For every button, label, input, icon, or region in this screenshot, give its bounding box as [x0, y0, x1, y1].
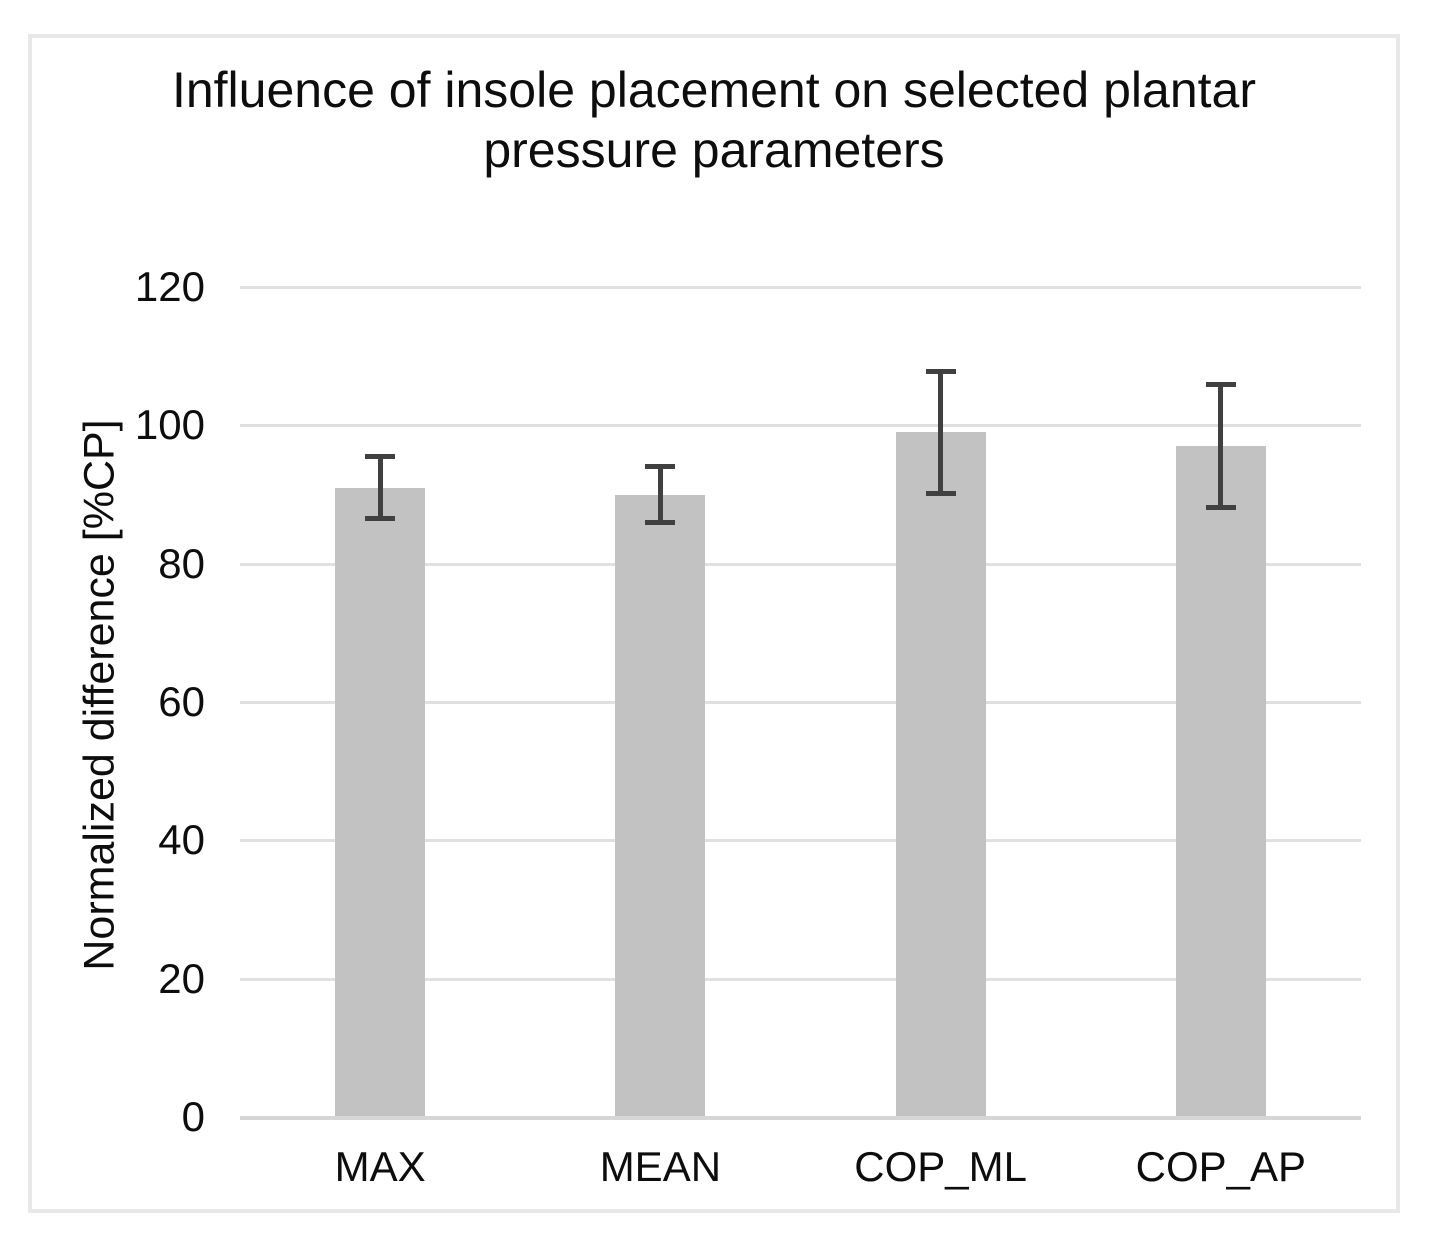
gridline	[240, 977, 1361, 981]
gridline	[240, 562, 1361, 566]
error-bar-bottom-cap	[925, 490, 956, 496]
error-bar-bottom-cap	[365, 515, 396, 521]
chart-title-line: pressure parameters	[483, 122, 945, 178]
plot-area	[240, 286, 1361, 1120]
error-bar-cop_ml	[925, 368, 956, 496]
error-bar-stem	[1218, 381, 1224, 511]
y-tick-label: 20	[158, 954, 205, 1002]
y-tick-label: 40	[158, 816, 205, 864]
y-tick-label: 60	[158, 678, 205, 725]
chart-frame	[28, 34, 1400, 1213]
x-axis-label-cop_ml: COP_ML	[854, 1143, 1027, 1190]
bar-mean	[615, 494, 706, 1117]
error-bar-stem	[377, 454, 383, 521]
gridline	[240, 286, 1361, 289]
error-bar-stem	[938, 368, 944, 496]
gridline	[240, 701, 1361, 704]
chart-title: Influence of insole placement on selecte…	[28, 60, 1400, 180]
error-bar-max	[365, 454, 396, 521]
bar-cop_ap	[1175, 446, 1266, 1117]
error-bar-mean	[645, 464, 676, 525]
error-bar-cop_ap	[1205, 381, 1236, 511]
chart-title-line: Influence of insole placement on selecte…	[171, 62, 1257, 118]
y-tick-label: 100	[134, 401, 205, 449]
y-tick-label: 0	[181, 1093, 205, 1140]
x-axis-label-max: MAX	[334, 1143, 426, 1190]
gridline	[240, 424, 1361, 428]
x-axis-line	[240, 1116, 1361, 1120]
bar-max	[335, 487, 426, 1117]
bar-cop_ml	[895, 432, 986, 1117]
y-tick-label: 120	[134, 263, 205, 310]
x-axis-label-cop_ap: COP_AP	[1135, 1143, 1307, 1190]
y-tick-label: 80	[158, 539, 205, 587]
gridline	[240, 839, 1361, 843]
error-bar-bottom-cap	[645, 519, 676, 525]
error-bar-bottom-cap	[1205, 505, 1236, 511]
x-axis-label-mean: MEAN	[599, 1143, 722, 1190]
error-bar-stem	[657, 464, 663, 525]
